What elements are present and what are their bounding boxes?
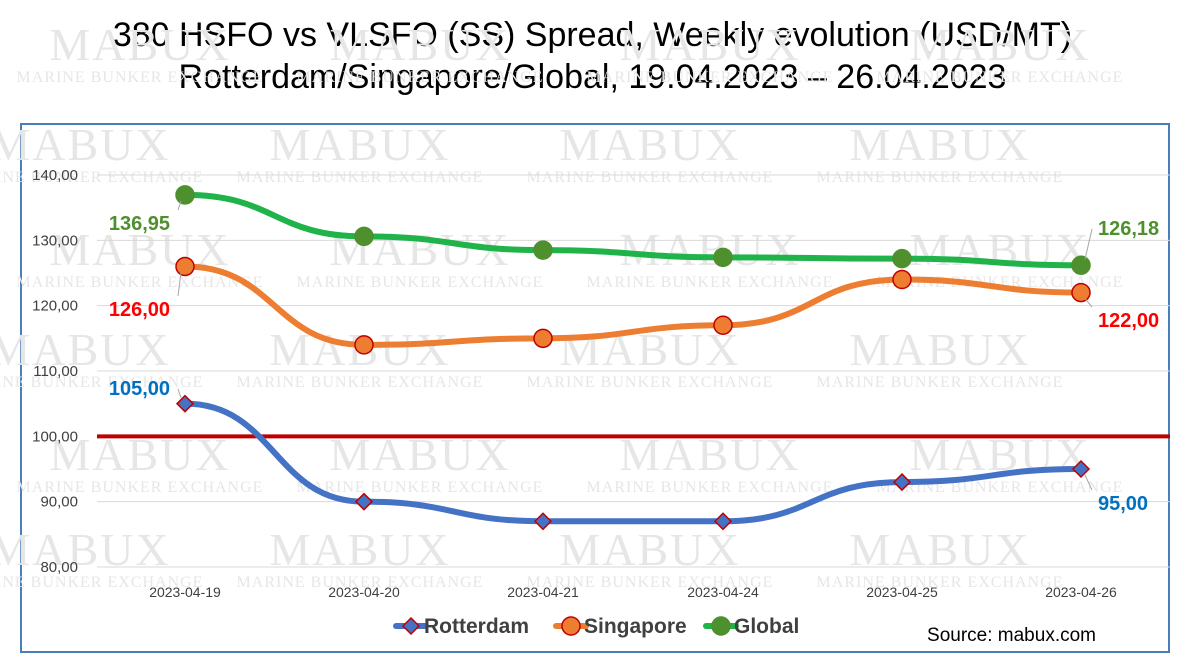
watermark-tagline: MARINE BUNKER EXCHANGE (237, 169, 484, 186)
watermark-brand: MABUX (329, 19, 510, 70)
watermark-tagline: MARINE BUNKER EXCHANGE (17, 69, 264, 86)
point-rotterdam (713, 512, 733, 531)
watermark-tagline: MARINE BUNKER EXCHANGE (297, 69, 544, 86)
leader-line (177, 388, 182, 398)
data-label-global-last: 126,18 (1098, 218, 1159, 240)
point-global (1071, 255, 1091, 276)
watermark-tagline: MARINE BUNKER EXCHANGE (587, 69, 834, 86)
series-line-rotterdam (182, 400, 1084, 525)
legend: Rotterdam Singapore Global (393, 615, 799, 638)
legend-marker-singapore (561, 616, 581, 636)
watermark-brand: MABUX (619, 224, 800, 275)
watermark-tagline: MARINE BUNKER EXCHANGE (0, 169, 203, 186)
x-tick-label: 2023-04-24 (687, 584, 759, 600)
leader-line (1084, 474, 1093, 491)
watermark-tagline: MARINE BUNKER EXCHANGE (817, 574, 1064, 591)
point-global (892, 248, 912, 269)
point-global (175, 185, 195, 205)
x-tick-label: 2023-04-26 (1045, 584, 1117, 600)
point-rotterdam (892, 473, 912, 492)
watermark-brand: MABUX (49, 19, 230, 70)
x-tick-label: 2023-04-25 (866, 584, 938, 600)
y-tick-label: 90,00 (40, 494, 78, 511)
data-label-rotterdam-last: 95,00 (1098, 493, 1148, 515)
watermark-tagline: MARINE BUNKER EXCHANGE (0, 574, 203, 591)
series-line-singapore (182, 263, 1084, 348)
watermark-brand: MABUX (619, 19, 800, 70)
watermark-brand: MABUX (849, 324, 1030, 375)
watermark-brand: MABUX (0, 324, 171, 375)
y-tick-label: 80,00 (40, 559, 78, 576)
data-label-global-first: 136,95 (109, 213, 170, 235)
watermark-tagline: MARINE BUNKER EXCHANGE (817, 169, 1064, 186)
leader-line (177, 200, 182, 211)
point-global (354, 226, 374, 247)
leader-line (1084, 298, 1093, 308)
watermark-tagline: MARINE BUNKER EXCHANGE (877, 69, 1124, 86)
y-tick-label: 140,00 (32, 167, 78, 184)
point-global (713, 247, 733, 268)
y-tick-label: 100,00 (32, 428, 78, 445)
chart-frame (20, 123, 1170, 653)
x-tick-label: 2023-04-20 (328, 584, 400, 600)
y-tick-label: 130,00 (32, 232, 78, 249)
point-singapore (175, 256, 195, 277)
point-singapore (533, 328, 553, 349)
point-singapore (1071, 282, 1091, 303)
watermark-tagline: MARINE BUNKER EXCHANGE (17, 479, 264, 496)
y-tick-label: 120,00 (32, 298, 78, 315)
chart-title: 380 HSFO vs VLSFO (SS) Spread, Weekly ev… (0, 14, 1185, 98)
watermark-tagline: MARINE BUNKER EXCHANGE (817, 374, 1064, 391)
leader-line (1084, 228, 1093, 260)
series-line-global (182, 191, 1084, 269)
y-tick-label: 110,00 (33, 363, 78, 380)
watermark-tagline: MARINE BUNKER EXCHANGE (297, 479, 544, 496)
watermark-tagline: MARINE BUNKER EXCHANGE (587, 274, 834, 291)
watermark-tagline: MARINE BUNKER EXCHANGE (237, 574, 484, 591)
watermark-brand: MABUX (849, 119, 1030, 170)
watermark-tagline: MARINE BUNKER EXCHANGE (587, 479, 834, 496)
data-label-singapore-last: 122,00 (1098, 310, 1159, 332)
y-axis-ticks: 80,00 90,00 100,00 110,00 120,00 130,00 140,00 (32, 167, 78, 576)
chart-title-line1: 380 HSFO vs VLSFO (SS) Spread, Weekly ev… (112, 16, 1073, 54)
point-rotterdam (354, 492, 374, 511)
point-rotterdam (175, 394, 195, 413)
legend-marker-rotterdam (401, 616, 421, 636)
legend-marker-global (711, 616, 731, 636)
data-label-layer: 105,00 95,00 126,00 122,00 136,95 126,18 (109, 200, 1159, 515)
watermark-tagline: MARINE BUNKER EXCHANGE (17, 274, 264, 291)
data-label-rotterdam-first: 105,00 (109, 378, 170, 400)
point-rotterdam (533, 512, 553, 531)
legend-label-rotterdam: Rotterdam (424, 615, 529, 638)
chart-title-line2: Rotterdam/Singapore/Global, 19.04.2023 –… (178, 58, 1007, 96)
watermark-tagline: MARINE BUNKER EXCHANGE (0, 374, 203, 391)
x-tick-label: 2023-04-19 (149, 584, 221, 600)
watermark-tagline: MARINE BUNKER EXCHANGE (297, 274, 544, 291)
point-singapore (354, 335, 374, 355)
data-label-singapore-first: 126,00 (109, 299, 170, 321)
watermark-brand: MABUX (269, 119, 450, 170)
point-rotterdam (1071, 459, 1091, 479)
point-singapore (892, 269, 912, 290)
legend-label-global: Global (734, 615, 799, 638)
leader-line (177, 272, 182, 297)
legend-label-singapore: Singapore (584, 615, 687, 638)
x-axis-ticks: 2023-04-19 2023-04-20 2023-04-21 2023-04-24… (149, 584, 1117, 600)
point-global (533, 240, 553, 260)
source-note: Source: mabux.com (927, 625, 1096, 646)
watermark-brand: MABUX (559, 119, 740, 170)
x-tick-label: 2023-04-21 (507, 584, 579, 600)
watermark-brand: MABUX (0, 119, 171, 170)
watermark-tagline: MARINE BUNKER EXCHANGE (237, 374, 484, 391)
series-layer (175, 185, 1091, 531)
watermark-tagline: MARINE BUNKER EXCHANGE (527, 574, 774, 591)
watermark-brand: MABUX (909, 19, 1090, 70)
watermark-tagline: MARINE BUNKER EXCHANGE (527, 374, 774, 391)
point-singapore (713, 315, 733, 336)
watermark-tagline: MARINE BUNKER EXCHANGE (527, 169, 774, 186)
